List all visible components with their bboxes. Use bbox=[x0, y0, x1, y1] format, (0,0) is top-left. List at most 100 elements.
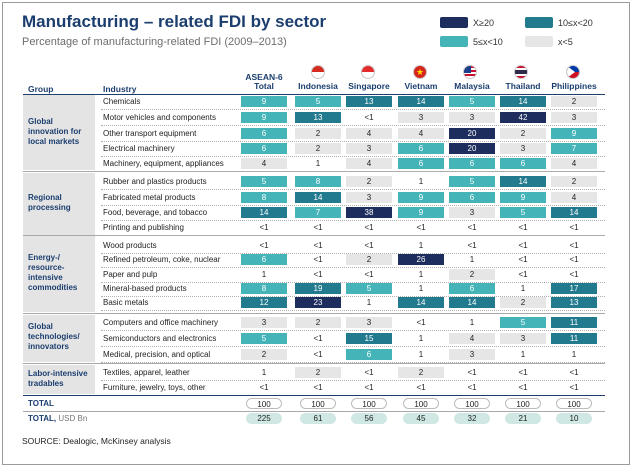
table-cell: 9 bbox=[551, 128, 597, 139]
table-cell: 5 bbox=[241, 333, 287, 344]
header-rule bbox=[23, 94, 605, 95]
table-cell: 3 bbox=[449, 349, 495, 360]
row-divider bbox=[101, 362, 605, 363]
table-cell: <1 bbox=[569, 223, 579, 232]
table-cell: 1 bbox=[315, 159, 321, 168]
table-cell: 6 bbox=[346, 349, 392, 360]
group-separator bbox=[23, 363, 605, 364]
column-header: Vietnam bbox=[404, 81, 438, 91]
total-cell: 100 bbox=[300, 398, 336, 409]
table-cell: <1 bbox=[313, 241, 323, 250]
table-cell: 6 bbox=[500, 158, 546, 169]
table-cell: 9 bbox=[241, 112, 287, 123]
table-cell: 3 bbox=[398, 112, 444, 123]
table-cell: 14 bbox=[500, 96, 546, 107]
table-cell: 2 bbox=[398, 367, 444, 378]
industry-label: Textiles, apparel, leather bbox=[103, 368, 190, 377]
table-cell: 1 bbox=[520, 284, 526, 293]
table-cell: 1 bbox=[261, 368, 267, 377]
group-label: Energy-/ resource- intensive commodities bbox=[28, 253, 78, 292]
source-note: SOURCE: Dealogic, McKinsey analysis bbox=[22, 436, 171, 446]
table-cell: 14 bbox=[398, 297, 444, 308]
table-cell: <1 bbox=[364, 113, 374, 122]
industry-label: Paper and pulp bbox=[103, 270, 158, 279]
table-cell: 2 bbox=[241, 349, 287, 360]
table-cell: <1 bbox=[518, 241, 528, 250]
row-divider bbox=[101, 220, 605, 221]
table-cell: 26 bbox=[398, 254, 444, 265]
column-header: Malaysia bbox=[454, 81, 490, 91]
table-cell: 5 bbox=[500, 317, 546, 328]
table-cell: 17 bbox=[551, 283, 597, 294]
total-usd-label: TOTAL, USD Bn bbox=[28, 414, 87, 423]
table-cell: 5 bbox=[241, 176, 287, 187]
table-cell: <1 bbox=[259, 383, 269, 392]
table-cell: 4 bbox=[398, 128, 444, 139]
group-box bbox=[23, 95, 95, 170]
table-cell: <1 bbox=[364, 223, 374, 232]
group-label: Global innovation for local markets bbox=[28, 117, 82, 146]
table-cell: <1 bbox=[569, 368, 579, 377]
row-divider bbox=[101, 310, 605, 311]
table-cell: <1 bbox=[313, 350, 323, 359]
row-divider bbox=[101, 171, 605, 172]
industry-label: Mineral-based products bbox=[103, 284, 187, 293]
total-cell: 100 bbox=[505, 398, 541, 409]
industry-label: Medical, precision, and optical bbox=[103, 350, 211, 359]
industry-label: Computers and office machinery bbox=[103, 318, 219, 327]
industry-label: Refined petroleum, coke, nuclear bbox=[103, 255, 221, 264]
industry-label: Electrical machinery bbox=[103, 144, 175, 153]
row-divider bbox=[101, 296, 605, 297]
table-cell: 2 bbox=[295, 128, 341, 139]
group-header: Group bbox=[28, 84, 54, 94]
group-box bbox=[23, 315, 95, 362]
total-usd-cell: 10 bbox=[556, 413, 592, 424]
table-cell: 9 bbox=[398, 207, 444, 218]
row-divider bbox=[101, 156, 605, 157]
group-separator bbox=[23, 313, 605, 314]
total-usd-cell: 225 bbox=[246, 413, 282, 424]
table-cell: 1 bbox=[469, 255, 475, 264]
total-cell: 100 bbox=[403, 398, 439, 409]
industry-label: Motor vehicles and components bbox=[103, 113, 216, 122]
industry-label: Fabricated metal products bbox=[103, 193, 196, 202]
table-cell: 6 bbox=[398, 158, 444, 169]
industry-label: Food, beverage, and tobacco bbox=[103, 208, 208, 217]
table-cell: <1 bbox=[518, 383, 528, 392]
table-cell: 1 bbox=[261, 270, 267, 279]
table-cell: 7 bbox=[551, 143, 597, 154]
table-cell: <1 bbox=[416, 318, 426, 327]
total-usd-cell: 21 bbox=[505, 413, 541, 424]
table-cell: 4 bbox=[346, 158, 392, 169]
industry-label: Printing and publishing bbox=[103, 223, 184, 232]
row-divider bbox=[101, 235, 605, 236]
table-cell: 5 bbox=[449, 96, 495, 107]
table-cell: 3 bbox=[449, 207, 495, 218]
total-cell: 100 bbox=[556, 398, 592, 409]
row-divider bbox=[101, 267, 605, 268]
total-usd-rule bbox=[23, 411, 605, 412]
table-cell: 13 bbox=[295, 112, 341, 123]
table-cell: <1 bbox=[467, 368, 477, 377]
table-cell: <1 bbox=[467, 383, 477, 392]
table-cell: 3 bbox=[551, 112, 597, 123]
row-divider bbox=[101, 253, 605, 254]
column-header: Thailand bbox=[505, 81, 541, 91]
table-cell: 2 bbox=[449, 269, 495, 280]
table-cell: <1 bbox=[467, 223, 477, 232]
table-cell: 5 bbox=[295, 96, 341, 107]
table-cell: <1 bbox=[569, 255, 579, 264]
column-header: Singapore bbox=[348, 81, 390, 91]
table-cell: 3 bbox=[346, 143, 392, 154]
table-cell: 4 bbox=[346, 128, 392, 139]
table-cell: 11 bbox=[551, 333, 597, 344]
row-divider bbox=[101, 189, 605, 190]
table-cell: 6 bbox=[398, 143, 444, 154]
table-cell: 2 bbox=[500, 128, 546, 139]
legend-swatch bbox=[525, 17, 553, 28]
table-cell: 4 bbox=[241, 158, 287, 169]
legend-label: x<5 bbox=[558, 36, 573, 47]
legend-label: 5≤x<10 bbox=[473, 36, 503, 47]
table-cell: 2 bbox=[295, 143, 341, 154]
